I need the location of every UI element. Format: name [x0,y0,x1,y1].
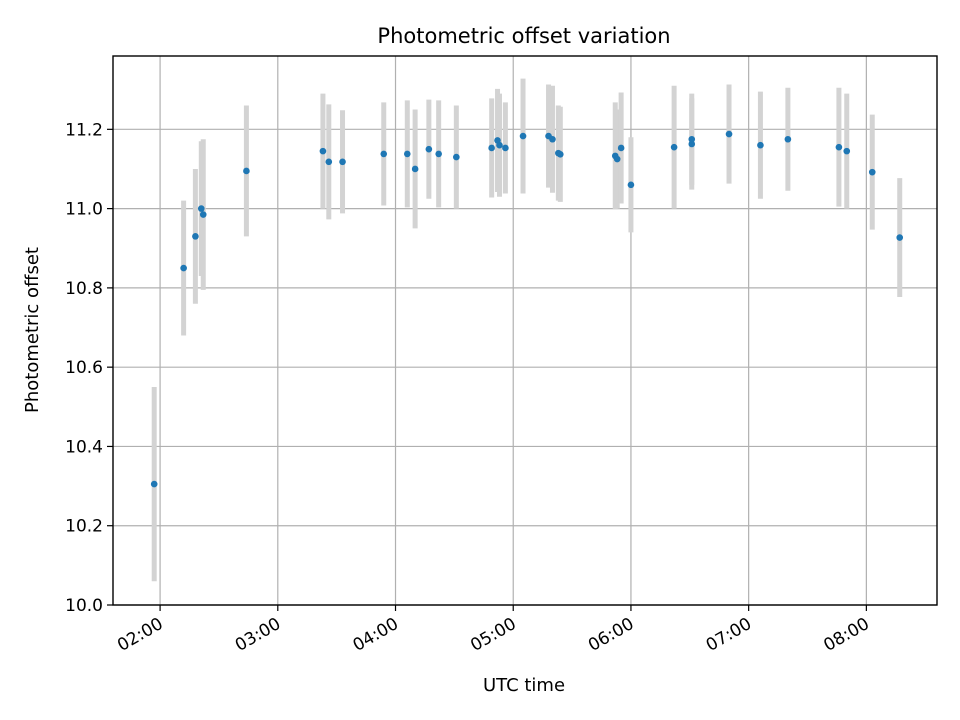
data-point [688,140,696,148]
data-point [180,264,187,272]
x-tick-label: 08:00 [820,614,872,656]
data-points [150,130,904,488]
data-point [896,234,904,241]
data-point [617,144,625,152]
data-point [339,158,346,166]
data-point [192,233,199,240]
data-point [557,151,564,158]
data-point [843,147,851,155]
y-tick-label: 10.2 [65,517,103,537]
data-point [835,143,843,151]
data-point [613,155,621,163]
data-point [199,211,207,218]
y-tick-label: 10.0 [65,596,103,616]
chart-title: Photometric offset variation [377,24,670,48]
data-point [549,135,556,143]
data-point [519,132,527,140]
data-point [325,158,333,166]
x-axis-label: UTC time [483,675,565,696]
x-tick-label: 02:00 [114,614,166,656]
data-point [757,141,764,149]
errorbars [151,78,903,582]
data-point [197,205,205,212]
data-point [319,147,327,155]
data-point [784,135,792,143]
data-point [496,141,503,149]
data-point [502,144,509,152]
data-point [403,150,411,158]
data-point [627,181,635,189]
y-tick-label: 10.8 [65,279,103,299]
x-tick-label: 06:00 [585,614,637,656]
x-tick-label: 05:00 [467,614,519,656]
data-point [453,153,460,161]
x-tick-labels: 02:00 03:00 04:00 05:00 06:00 07:00 08:00 [114,614,873,656]
data-point [150,480,158,488]
data-point [435,150,442,158]
y-tick-label: 11.2 [65,120,103,140]
data-point [688,135,696,143]
plot-frame [112,55,938,606]
data-point [243,167,250,175]
x-tick-label: 03:00 [232,614,284,656]
data-point [425,145,433,153]
data-point [488,144,495,152]
x-tick-label: 07:00 [703,614,755,656]
y-tick-label: 10.4 [65,437,103,457]
data-point [670,143,678,151]
y-tick-labels: 10.0 10.2 10.4 10.6 10.8 11.0 11.2 [65,120,103,616]
data-point [868,168,876,176]
y-axis-label: Photometric offset [22,247,43,413]
x-tick-label: 04:00 [350,614,402,656]
data-point [411,165,419,173]
data-point [380,150,388,158]
y-tick-label: 11.0 [65,200,103,220]
data-point [725,130,733,138]
y-tick-label: 10.6 [65,358,103,378]
ticks [107,128,867,611]
